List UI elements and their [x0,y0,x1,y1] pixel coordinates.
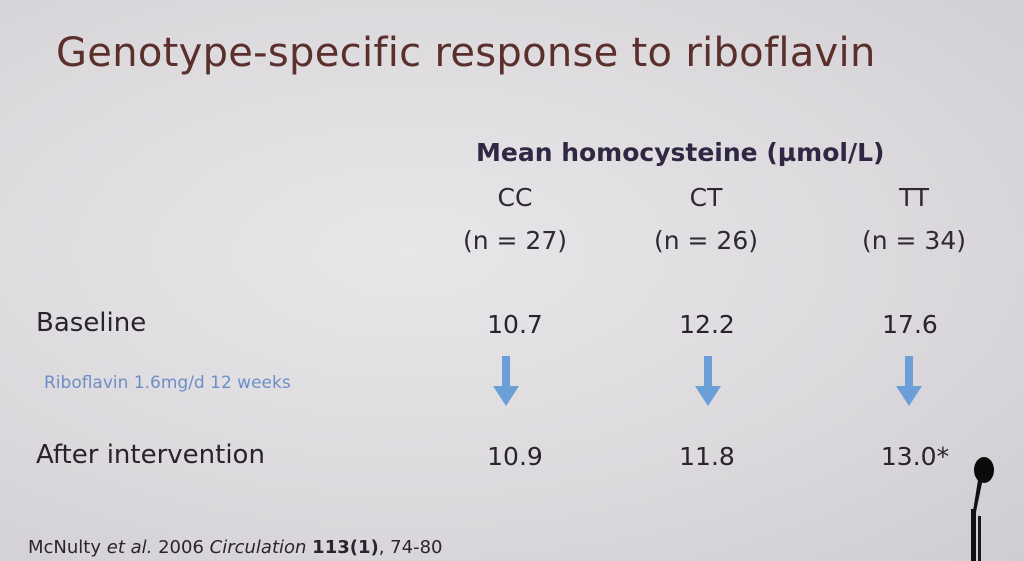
genotype-count: (n = 26) [653,226,758,255]
arrow-down-icon [493,356,519,406]
column-header: Mean homocysteine (µmol/L) [476,138,885,167]
arrow-down-icon [896,356,922,406]
microphone-icon [971,457,994,561]
citation-volume: 113(1) [312,537,379,558]
citation: McNulty et al. 2006 Circulation 113(1), … [28,537,442,558]
citation-author: McNulty [28,537,102,558]
row-label-baseline: Baseline [36,308,147,338]
intervention-label: Riboflavin 1.6mg/d 12 weeks [44,373,291,393]
citation-journal: Circulation [209,537,307,558]
genotype-count: (n = 27) [462,226,567,255]
baseline-value-tt: 17.6 [882,310,938,339]
baseline-value-ct: 12.2 [679,310,735,339]
genotype-header-cc: CC (n = 27) [435,183,595,255]
slide-title: Genotype-specific response to riboflavin [56,30,876,76]
citation-year: 2006 [158,537,204,558]
citation-pages: , 74-80 [378,537,443,558]
row-label-after-intervention: After intervention [36,440,265,470]
genotype-header-tt: TT (n = 34) [834,183,994,255]
arrow-down-icon [695,356,721,406]
genotype-label: CT [689,183,723,212]
after-value-ct: 11.8 [679,442,735,471]
baseline-value-cc: 10.7 [487,310,543,339]
citation-etal: et al. [106,537,153,558]
after-value-tt: 13.0* [880,442,950,471]
after-value-cc: 10.9 [487,442,543,471]
genotype-label: CC [497,183,533,212]
genotype-count: (n = 34) [861,226,966,255]
genotype-label: TT [898,183,930,212]
genotype-header-ct: CT (n = 26) [626,183,786,255]
